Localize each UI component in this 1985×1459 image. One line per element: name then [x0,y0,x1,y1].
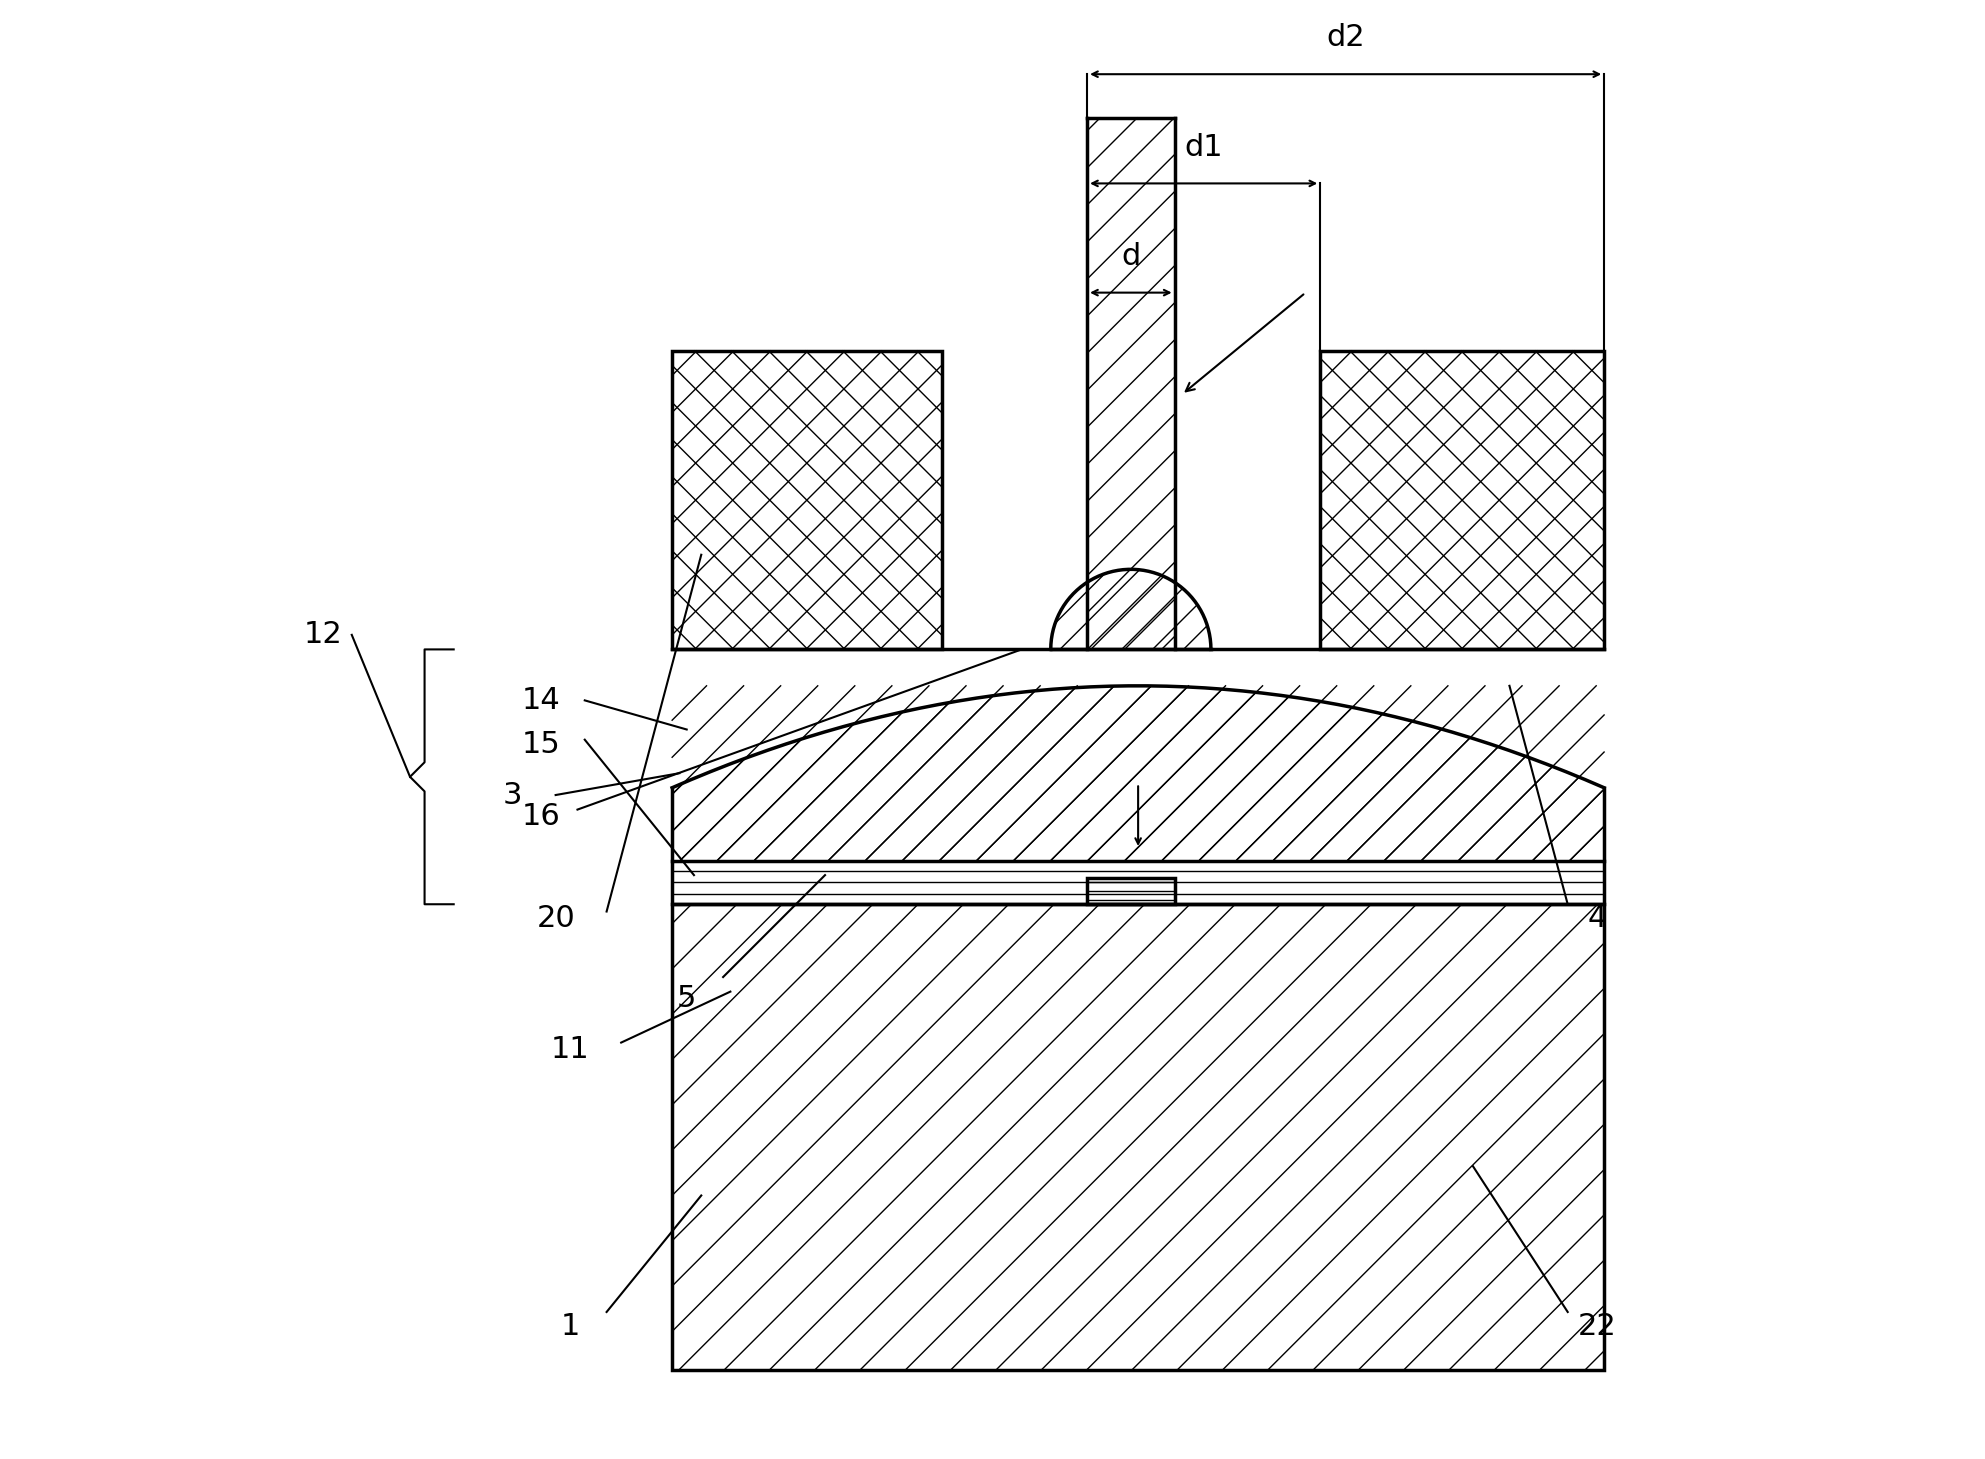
Text: d2: d2 [1326,23,1366,53]
Polygon shape [673,686,1604,861]
Bar [673,350,941,649]
Bar [1088,878,1175,905]
Bar [1320,350,1604,649]
Bar [673,350,941,649]
Text: 12: 12 [304,620,341,649]
Text: 3: 3 [502,781,522,810]
Bar [673,905,1604,1370]
Text: 5: 5 [677,985,697,1014]
Bar [673,686,1604,861]
Text: 20: 20 [536,905,576,934]
Text: 14: 14 [522,686,560,715]
Text: 16: 16 [522,802,560,832]
Text: d: d [1122,242,1141,271]
Bar [673,350,941,649]
Bar [673,905,1604,1370]
Text: d1: d1 [1185,133,1223,162]
Polygon shape [1050,569,1211,649]
Bar [1088,878,1175,905]
Bar [1088,118,1175,649]
Text: 11: 11 [550,1036,590,1065]
Text: 1: 1 [560,1312,580,1341]
Text: 15: 15 [522,730,560,759]
Text: 4: 4 [1588,905,1606,934]
Bar [673,861,1604,905]
Bar [1320,350,1604,649]
Bar [1320,350,1604,649]
Text: 22: 22 [1578,1312,1616,1341]
Bar [673,861,1604,905]
